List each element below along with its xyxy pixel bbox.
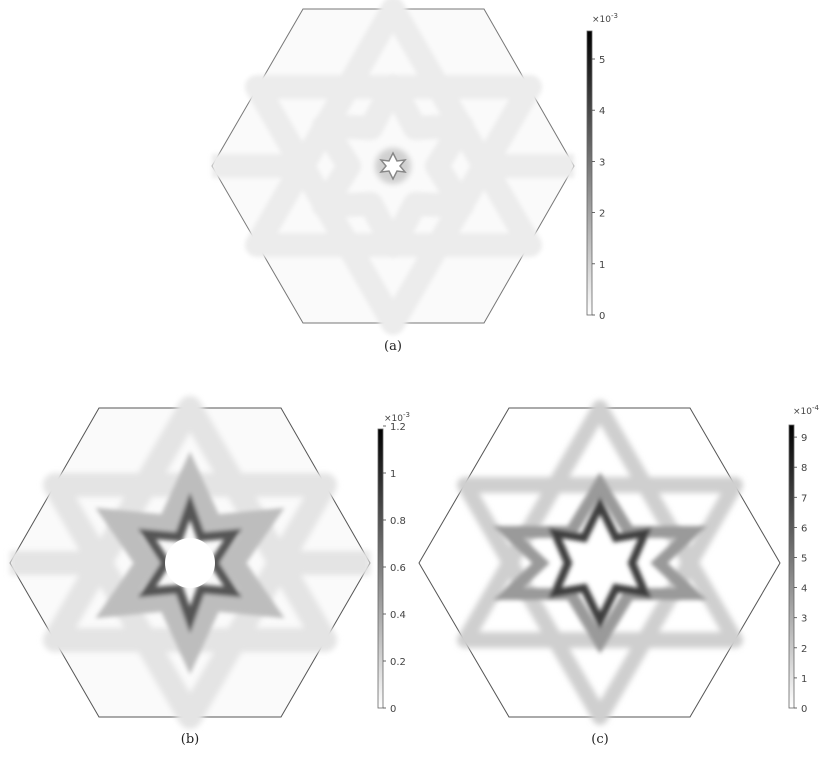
colorbar-gradient bbox=[377, 428, 384, 709]
colorbar-a: ×10-3 0 1 2 3 4 5 bbox=[586, 12, 618, 322]
colorbar-multiplier: ×10-4 bbox=[793, 404, 820, 417]
colorbar-multiplier: ×10-3 bbox=[592, 12, 618, 25]
caption-c: (c) bbox=[591, 732, 608, 747]
inner-star-ring bbox=[95, 451, 285, 675]
colorbar-ticks: 0 1 2 3 4 5 6 7 8 9 bbox=[794, 433, 807, 715]
inner-star-ring bbox=[492, 472, 708, 654]
hexagon-outline bbox=[418, 407, 781, 718]
colorbar-tick-label: 1 bbox=[801, 674, 807, 685]
colorbar-gradient bbox=[586, 30, 593, 316]
colorbar-ticks: 0 1 2 3 4 5 bbox=[592, 55, 605, 322]
colorbar-tick-label: 5 bbox=[599, 55, 605, 66]
lattice-pattern bbox=[212, 0, 574, 335]
central-hole bbox=[165, 538, 215, 588]
colorbar-tick-label: 9 bbox=[801, 433, 807, 444]
colorbar-tick-label: 2 bbox=[801, 644, 807, 655]
colorbar-tick-label: 0.2 bbox=[390, 657, 406, 668]
concentration-spot bbox=[375, 148, 411, 184]
colorbar-multiplier: ×10-3 bbox=[384, 411, 410, 424]
panel-b: ×10-3 0 0.2 0.4 0.6 0.8 1 1.2 (b) bbox=[9, 396, 410, 747]
caption-a: (a) bbox=[384, 339, 402, 354]
colorbar-tick-label: 0 bbox=[599, 311, 605, 322]
colorbar-tick-label: 7 bbox=[801, 493, 807, 504]
colorbar-tick-label: 0.6 bbox=[390, 563, 406, 574]
colorbar-ticks: 0 0.2 0.4 0.6 0.8 1 1.2 bbox=[383, 422, 406, 715]
colorbar-tick-label: 1 bbox=[390, 469, 396, 480]
colorbar-tick-label: 0.8 bbox=[390, 516, 406, 527]
panel-a: ×10-3 0 1 2 3 4 5 (a) bbox=[211, 0, 618, 354]
colorbar-tick-label: 0 bbox=[390, 704, 396, 715]
colorbar-tick-label: 2 bbox=[599, 209, 605, 220]
colorbar-tick-label: 4 bbox=[599, 106, 605, 117]
colorbar-tick-label: 4 bbox=[801, 584, 807, 595]
panel-c: ×10-4 0 1 2 3 4 5 6 7 8 9 (c) bbox=[418, 400, 820, 747]
colorbar-tick-label: 6 bbox=[801, 523, 807, 534]
colorbar-tick-label: 0 bbox=[801, 704, 807, 715]
colorbar-tick-label: 8 bbox=[801, 463, 807, 474]
colorbar-tick-label: 0.4 bbox=[390, 610, 406, 621]
colorbar-gradient bbox=[788, 424, 795, 709]
colorbar-tick-label: 3 bbox=[801, 614, 807, 625]
caption-b: (b) bbox=[181, 732, 199, 747]
colorbar-tick-label: 5 bbox=[801, 554, 807, 565]
colorbar-tick-label: 3 bbox=[599, 157, 605, 168]
colorbar-tick-label: 1.2 bbox=[390, 422, 406, 433]
colorbar-b: ×10-3 0 0.2 0.4 0.6 0.8 1 1.2 bbox=[377, 411, 410, 715]
colorbar-tick-label: 1 bbox=[599, 260, 605, 271]
colorbar-c: ×10-4 0 1 2 3 4 5 6 7 8 9 bbox=[788, 404, 820, 715]
